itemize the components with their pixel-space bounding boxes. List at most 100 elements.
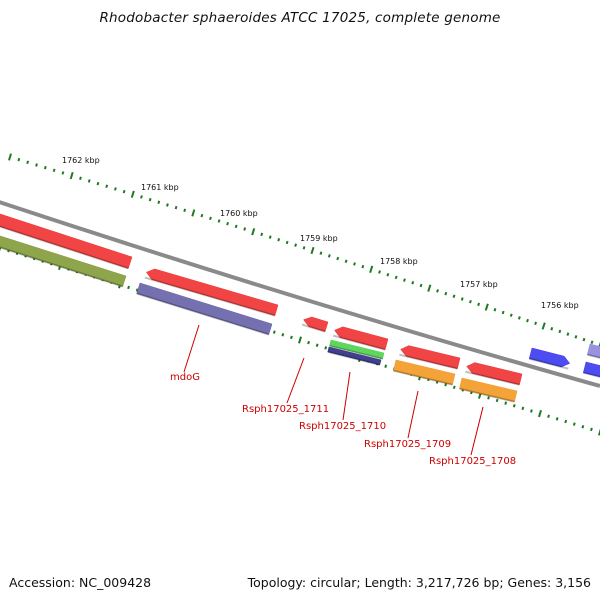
- gene-feature-lavender: [587, 343, 600, 359]
- outer-tick: [69, 171, 74, 180]
- gene-feature-edge: [459, 387, 515, 403]
- gene-feature-olive: [0, 235, 127, 287]
- outer-tick: [61, 171, 65, 175]
- outer-tick: [327, 254, 331, 258]
- outer-tick: [310, 246, 315, 255]
- outer-tick: [96, 181, 100, 186]
- inner-tick: [538, 409, 542, 418]
- gene-feature-edge: [332, 334, 386, 351]
- inner-tick: [324, 346, 328, 350]
- gene-feature-edge: [465, 370, 520, 386]
- gene-label[interactable]: mdoG: [170, 372, 200, 383]
- outer-tick: [79, 176, 82, 181]
- gene-feature-edge: [0, 225, 129, 270]
- gene-feature-orange: [459, 377, 518, 403]
- inner-tick: [581, 425, 585, 429]
- tick-label: 1757 kbp: [460, 280, 498, 289]
- gene-feature-shade: [400, 345, 460, 369]
- inner-tick: [504, 401, 508, 405]
- tick-label: 1762 kbp: [62, 156, 100, 165]
- tick-label: 1761 kbp: [141, 183, 179, 192]
- outer-tick: [566, 332, 570, 336]
- outer-tick: [394, 275, 398, 280]
- gene-feature-slate: [136, 282, 273, 335]
- outer-tick: [226, 221, 230, 226]
- leader-line: [407, 390, 419, 439]
- inner-tick: [135, 288, 139, 292]
- inner-tick: [495, 398, 499, 403]
- gene-feature-shade: [0, 235, 126, 287]
- inner-tick: [384, 364, 388, 369]
- outer-tick: [140, 195, 143, 199]
- outer-tick: [87, 179, 91, 183]
- gene-feature-edge: [136, 292, 270, 336]
- outer-tick: [369, 265, 374, 273]
- outer-tick: [17, 157, 21, 162]
- inner-tick: [307, 340, 310, 345]
- outer-tick: [166, 203, 169, 207]
- gene-feature-edge: [301, 323, 326, 333]
- gene-feature-shade: [334, 326, 388, 350]
- gene-feature-shade: [136, 283, 272, 335]
- label-leader-lines: [183, 324, 484, 456]
- outer-tick: [452, 294, 456, 299]
- tick-label: 1759 kbp: [300, 234, 338, 243]
- outer-tick: [260, 232, 264, 237]
- gene-feature-shade: [327, 347, 381, 365]
- gene-label[interactable]: Rsph17025_1710: [299, 421, 386, 432]
- gene-feature-red: [0, 213, 133, 269]
- gene-feature-edge: [393, 369, 453, 386]
- outer-tick: [541, 322, 546, 330]
- tick-label: 1758 kbp: [380, 257, 418, 266]
- leader-line: [183, 324, 200, 373]
- inner-tick: [530, 409, 533, 413]
- outer-tick: [344, 259, 348, 263]
- genome-summary: Topology: circular; Length: 3,217,726 bp…: [247, 575, 591, 590]
- gene-feature-navy: [327, 346, 382, 366]
- gene-label[interactable]: Rsph17025_1708: [429, 456, 516, 467]
- gene-feature-red: [400, 345, 461, 369]
- gene-feature-edge: [329, 344, 383, 360]
- inner-tick: [281, 333, 285, 337]
- outer-tick: [26, 160, 30, 165]
- outer-tick: [550, 326, 554, 331]
- outer-tick: [427, 284, 432, 292]
- inner-tick: [444, 382, 448, 387]
- gene-feature-edge: [587, 353, 600, 359]
- outer-tick: [52, 168, 56, 173]
- gene-label[interactable]: Rsph17025_1711: [242, 404, 329, 415]
- accession-label: Accession: NC_009428: [9, 575, 152, 590]
- outer-tick: [209, 216, 212, 221]
- leader-line: [470, 406, 484, 456]
- inner-tick: [298, 336, 302, 344]
- outer-tick: [460, 297, 464, 301]
- outer-tick: [444, 291, 448, 296]
- outer-tick: [574, 335, 578, 339]
- gene-feature-red: [466, 362, 523, 385]
- gene-feature-red: [334, 326, 389, 350]
- inner-tick: [487, 396, 490, 400]
- outer-tick: [302, 246, 306, 250]
- outer-tick: [243, 227, 247, 231]
- outer-tick: [251, 228, 256, 236]
- gene-feature-shade: [583, 362, 600, 377]
- gene-feature-shade: [459, 378, 517, 402]
- gene-feature-blue: [583, 361, 600, 378]
- outer-tick: [469, 299, 472, 304]
- outer-tick: [268, 235, 272, 239]
- outer-tick: [105, 184, 109, 189]
- inner-tick: [547, 414, 550, 418]
- outer-tick: [8, 153, 12, 161]
- gene-feature-shade: [329, 340, 384, 359]
- outer-tick: [509, 313, 513, 317]
- outer-tick: [122, 189, 126, 194]
- outer-tick: [277, 238, 281, 242]
- outer-tick: [526, 318, 529, 323]
- gene-feature-edge: [399, 353, 458, 370]
- outer-tick: [183, 208, 187, 213]
- gene-label[interactable]: Rsph17025_1709: [364, 439, 451, 450]
- outer-tick: [353, 262, 356, 266]
- map-title: Rhodobacter sphaeroides ATCC 17025, comp…: [99, 10, 501, 26]
- inner-tick: [452, 385, 456, 390]
